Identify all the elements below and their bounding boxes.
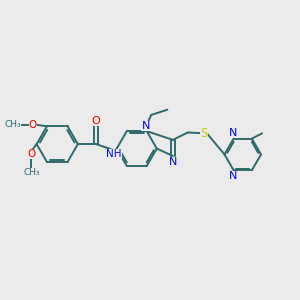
Text: O: O xyxy=(92,116,100,126)
Text: O: O xyxy=(27,149,35,159)
Text: N: N xyxy=(229,128,237,138)
Text: NH: NH xyxy=(106,148,122,158)
Text: CH₃: CH₃ xyxy=(23,169,40,178)
Text: S: S xyxy=(200,128,208,140)
Text: CH₃: CH₃ xyxy=(4,120,21,129)
Text: N: N xyxy=(169,157,178,166)
Text: O: O xyxy=(29,120,37,130)
Text: N: N xyxy=(229,170,237,181)
Text: N: N xyxy=(141,121,150,130)
